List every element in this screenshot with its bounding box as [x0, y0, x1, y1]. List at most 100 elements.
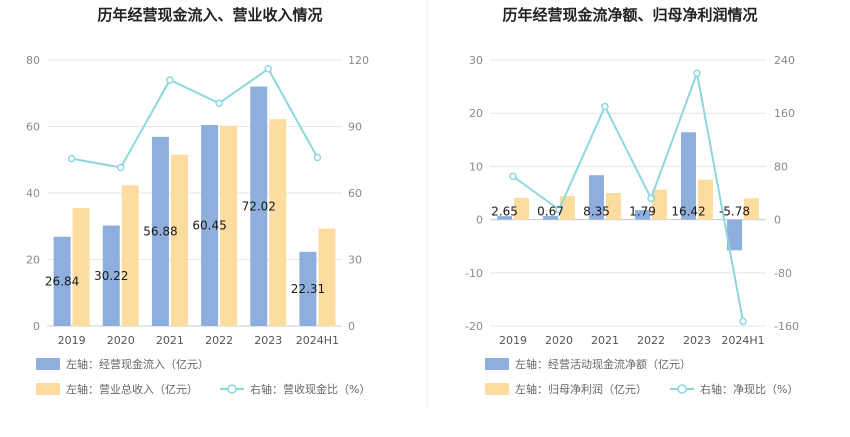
- chart-left-y-left-tick-4: 80: [26, 54, 40, 67]
- chart-left-x-tick-3: 2022: [205, 334, 233, 347]
- chart-left-data-labels: 26.84 30.22 56.88 60.45 72.02 22.31: [45, 199, 325, 296]
- chart-right-data-label-2: 8.35: [583, 205, 610, 219]
- chart-right: 历年经营现金流净额、归母净利润情况 -20 -10 0 10 20 30 -160 -80 0…: [465, 6, 799, 396]
- chart-left-bar-s1-4: [269, 119, 287, 326]
- chart-right-y-left-tick-3: 10: [469, 160, 483, 173]
- chart-left-legend-swatch-0: [36, 358, 60, 370]
- chart-left-y-left-tick-0: 0: [33, 320, 40, 333]
- chart-right-line-point-5: [739, 317, 747, 326]
- chart-right-bar-s0-4: [681, 132, 696, 220]
- chart-right-bar-s0-1: [543, 216, 558, 220]
- chart-left-x-tick-4: 2023: [254, 334, 282, 347]
- chart-right-line-series-0: [512, 69, 744, 322]
- chart-right-x-tick-4: 2023: [683, 334, 711, 347]
- chart-right-y-right-tick-5: 240: [774, 54, 795, 67]
- chart-left-bar-s0-2: [151, 136, 169, 326]
- chart-right-legend-swatch-1: [485, 383, 509, 395]
- chart-right-legend-swatch-0: [485, 358, 509, 370]
- chart-right-line-point-1: [555, 205, 563, 214]
- chart-right-y-left-tick-0: -20: [465, 320, 483, 333]
- chart-right-legend-marker-2: [677, 384, 687, 394]
- chart-right-y-right-tick-3: 80: [774, 160, 788, 173]
- chart-left-legend-marker-2: [227, 384, 237, 394]
- chart-left-y-right-tick-2: 60: [348, 187, 362, 200]
- chart-right-y-right-tick-4: 160: [774, 107, 795, 120]
- chart-right-line-point-2: [601, 102, 609, 111]
- chart-right-y-left-tick-2: 0: [476, 214, 483, 227]
- chart-left-x-ticks: 2019 2020 2021 2022 2023 2024H1: [58, 334, 339, 347]
- chart-right-x-tick-2: 2021: [591, 334, 619, 347]
- chart-right-bar-s0-0: [497, 216, 512, 220]
- chart-left-line-point-2: [166, 76, 174, 84]
- chart-left-line-point-0: [67, 154, 76, 163]
- chart-right-y-left-tick-1: -10: [465, 267, 483, 280]
- chart-left-line-point-3: [215, 99, 223, 107]
- chart-left-bar-s0-0: [53, 236, 71, 326]
- chart-right-bar-s0-2: [589, 175, 604, 220]
- chart-right-y-left-tick-4: 20: [469, 107, 483, 120]
- chart-right-x-tick-3: 2022: [637, 334, 665, 347]
- chart-left-y-right-tick-4: 120: [348, 54, 369, 67]
- chart-right-bar-s1-2: [606, 193, 621, 220]
- chart-left-bar-s1-5: [318, 228, 336, 326]
- chart-right-bar-s0-5: [727, 219, 742, 251]
- chart-right-bar-s1-0: [514, 197, 529, 220]
- chart-right-data-label-0: 2.65: [491, 205, 518, 219]
- chart-left-line: [67, 65, 322, 172]
- chart-left: 历年经营现金流入、营业收入情况 0 20 40 60 80 0 30 60 90 120 201…: [26, 6, 370, 396]
- chart-left-bar-s0-1: [102, 225, 120, 326]
- chart-right-data-label-3: 1.79: [629, 205, 656, 219]
- chart-right-x-tick-5: 2024H1: [721, 334, 764, 347]
- chart-right-line-point-0: [509, 172, 517, 181]
- chart-left-legend-label-2: 右轴：营收现金比（%）: [250, 382, 370, 396]
- chart-left-x-tick-2: 2021: [156, 334, 184, 347]
- chart-left-legend-label-1: 左轴：营业总收入（亿元）: [66, 382, 198, 396]
- chart-right-bars: [497, 132, 759, 251]
- chart-left-line-point-1: [117, 163, 125, 172]
- chart-right-title: 历年经营现金流净额、归母净利润情况: [502, 6, 757, 24]
- chart-left-y-left-tick-1: 20: [26, 254, 40, 267]
- chart-left-x-tick-0: 2019: [58, 334, 86, 347]
- chart-right-y-left-tick-5: 30: [469, 54, 483, 67]
- chart-right-line-point-3: [647, 194, 655, 203]
- chart-left-bars: [53, 86, 336, 327]
- chart-left-legend-swatch-1: [36, 383, 60, 395]
- chart-left-y-right-tick-3: 90: [348, 121, 362, 134]
- chart-left-line-point-4: [264, 65, 272, 73]
- chart-left-y-right-tick-0: 0: [348, 320, 355, 333]
- chart-left-bar-s0-4: [250, 86, 268, 326]
- chart-right-x-tick-0: 2019: [499, 334, 527, 347]
- chart-left-x-tick-1: 2020: [107, 334, 135, 347]
- chart-right-line: [509, 69, 747, 326]
- chart-right-legend-label-1: 左轴：归母净利润（亿元）: [515, 382, 647, 396]
- chart-right-y-right-tick-1: -80: [774, 267, 792, 280]
- chart-left-data-label-4: 72.02: [242, 199, 276, 213]
- chart-right-legend-label-0: 左轴：经营活动现金流净额（亿元）: [515, 357, 691, 371]
- chart-right-legend-label-2: 右轴：净现比（%）: [700, 382, 798, 396]
- chart-right-y-right-tick-2: 0: [774, 214, 781, 227]
- chart-right-bar-s1-1: [560, 196, 575, 220]
- chart-right-bar-s1-5: [744, 198, 759, 220]
- chart-left-y-right-ticks: 0 30 60 90 120: [348, 54, 369, 333]
- chart-left-y-right-tick-1: 30: [348, 254, 362, 267]
- chart-left-x-tick-5: 2024H1: [296, 334, 339, 347]
- chart-left-data-label-2: 56.88: [143, 224, 177, 238]
- chart-left-grid: [47, 59, 342, 327]
- chart-left-legend: 左轴：经营现金流入（亿元） 左轴：营业总收入（亿元） 右轴：营收现金比（%）: [36, 357, 370, 396]
- chart-right-grid: [490, 59, 766, 327]
- chart-left-bar-s1-0: [72, 207, 90, 326]
- chart-left-bar-s0-5: [299, 251, 317, 326]
- chart-left-y-left-tick-3: 60: [26, 121, 40, 134]
- chart-left-data-label-3: 60.45: [192, 219, 226, 233]
- chart-right-y-right-tick-0: -160: [774, 320, 799, 333]
- chart-left-bar-s0-3: [201, 125, 219, 326]
- chart-left-y-left-ticks: 0 20 40 60 80: [26, 54, 40, 333]
- chart-left-data-label-0: 26.84: [45, 274, 79, 288]
- chart-right-data-label-5: -5.78: [719, 205, 750, 219]
- chart-right-data-labels: 2.65 0.67 8.35 1.79 16.42 -5.78: [491, 205, 750, 219]
- chart-right-bar-s0-3: [635, 210, 650, 220]
- chart-left-y-left-tick-2: 40: [26, 187, 40, 200]
- chart-left-line-series-0: [71, 67, 319, 169]
- chart-right-data-label-1: 0.67: [537, 205, 564, 219]
